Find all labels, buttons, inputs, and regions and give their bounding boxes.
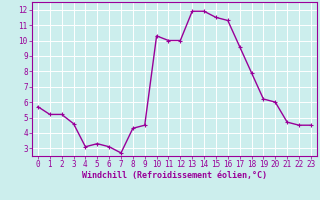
X-axis label: Windchill (Refroidissement éolien,°C): Windchill (Refroidissement éolien,°C) bbox=[82, 171, 267, 180]
